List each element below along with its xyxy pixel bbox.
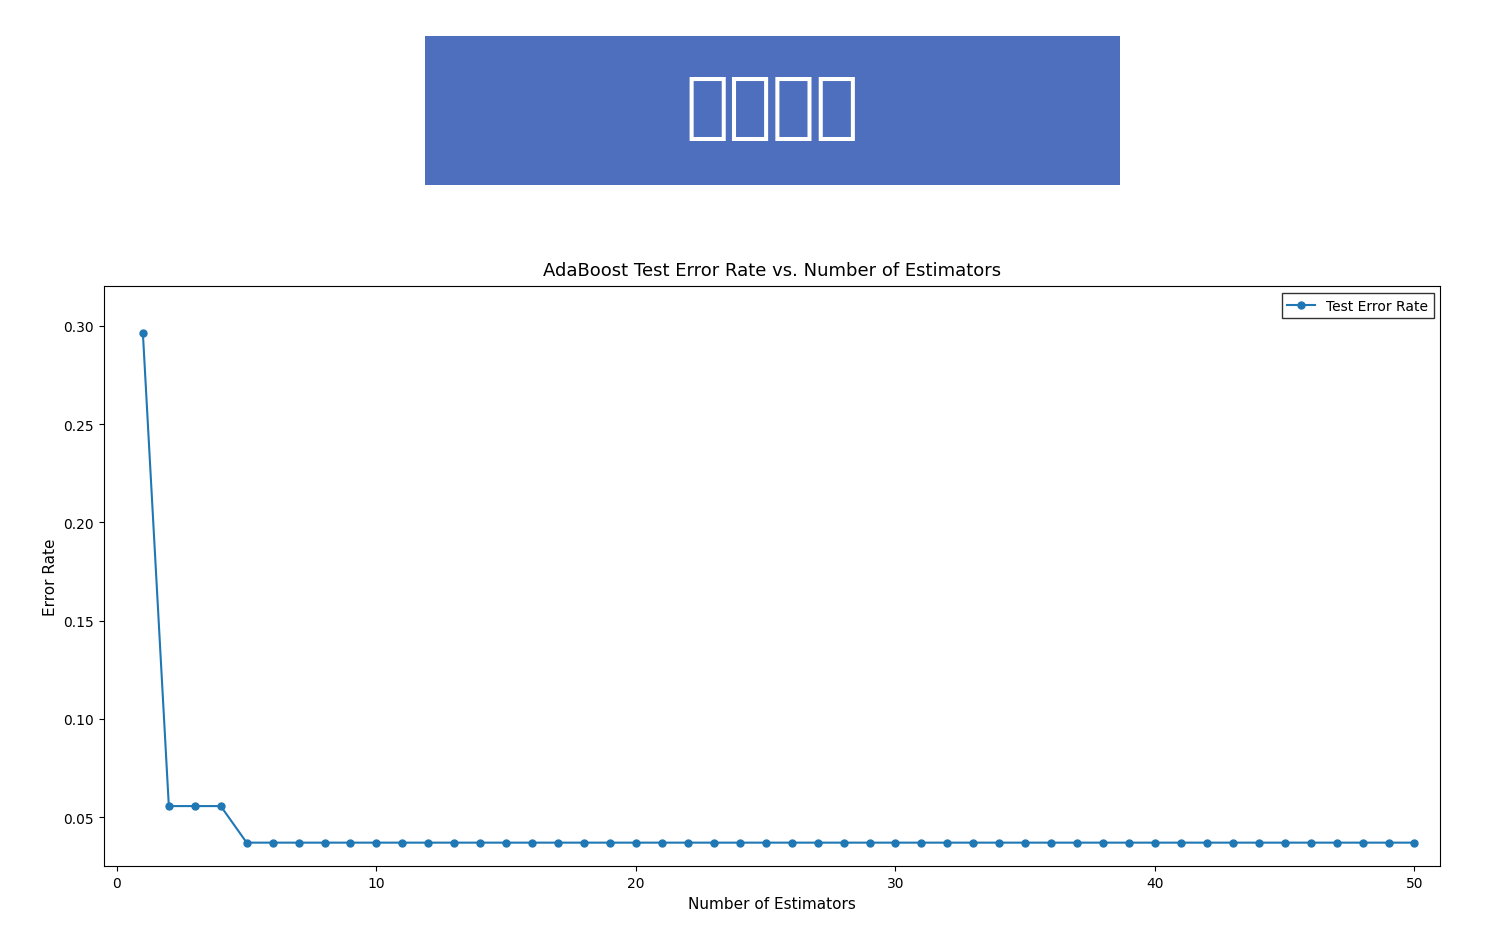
Test Error Rate (1172, 837, 1189, 848)
Test Error Rate (134, 327, 151, 339)
Test Error Rate (601, 837, 619, 848)
Test Error Rate (264, 837, 282, 848)
Test Error Rate (861, 837, 879, 848)
Test Error Rate (549, 837, 567, 848)
Test Error Rate (290, 837, 307, 848)
Test Error Rate (653, 837, 671, 848)
Test Error Rate (1042, 837, 1060, 848)
Test Error Rate (1198, 837, 1216, 848)
Test Error Rate (1276, 837, 1293, 848)
Title: AdaBoost Test Error Rate vs. Number of Estimators: AdaBoost Test Error Rate vs. Number of E… (544, 262, 1001, 280)
Test Error Rate (939, 837, 956, 848)
Test Error Rate (1146, 837, 1164, 848)
Test Error Rate (705, 837, 723, 848)
Test Error Rate (1406, 837, 1424, 848)
Test Error Rate (757, 837, 775, 848)
Test Error Rate (575, 837, 593, 848)
Y-axis label: Error Rate: Error Rate (43, 538, 58, 615)
Test Error Rate (990, 837, 1008, 848)
Test Error Rate (471, 837, 489, 848)
Test Error Rate (367, 837, 385, 848)
Test Error Rate (809, 837, 827, 848)
Test Error Rate (1224, 837, 1241, 848)
Test Error Rate (316, 837, 334, 848)
Test Error Rate (1250, 837, 1268, 848)
Test Error Rate (731, 837, 748, 848)
Test Error Rate (912, 837, 930, 848)
Test Error Rate (212, 801, 230, 812)
Test Error Rate (783, 837, 800, 848)
Test Error Rate (964, 837, 982, 848)
Test Error Rate (446, 837, 463, 848)
Test Error Rate (419, 837, 437, 848)
Line: Test Error Rate: Test Error Rate (140, 330, 1418, 846)
Test Error Rate (523, 837, 541, 848)
Test Error Rate (1354, 837, 1372, 848)
Legend: Test Error Rate: Test Error Rate (1282, 294, 1433, 319)
Test Error Rate (1380, 837, 1397, 848)
Test Error Rate (1302, 837, 1320, 848)
Test Error Rate (238, 837, 255, 848)
Test Error Rate (1328, 837, 1345, 848)
FancyBboxPatch shape (425, 37, 1120, 186)
Test Error Rate (887, 837, 904, 848)
Test Error Rate (835, 837, 852, 848)
Text: 学习曲线: 学习曲线 (686, 73, 858, 143)
Test Error Rate (160, 801, 178, 812)
Test Error Rate (1016, 837, 1034, 848)
X-axis label: Number of Estimators: Number of Estimators (688, 896, 857, 910)
Test Error Rate (497, 837, 515, 848)
Test Error Rate (1068, 837, 1086, 848)
Test Error Rate (1120, 837, 1138, 848)
Test Error Rate (1094, 837, 1112, 848)
Test Error Rate (627, 837, 644, 848)
Test Error Rate (342, 837, 359, 848)
Test Error Rate (394, 837, 411, 848)
Test Error Rate (186, 801, 203, 812)
Test Error Rate (679, 837, 696, 848)
